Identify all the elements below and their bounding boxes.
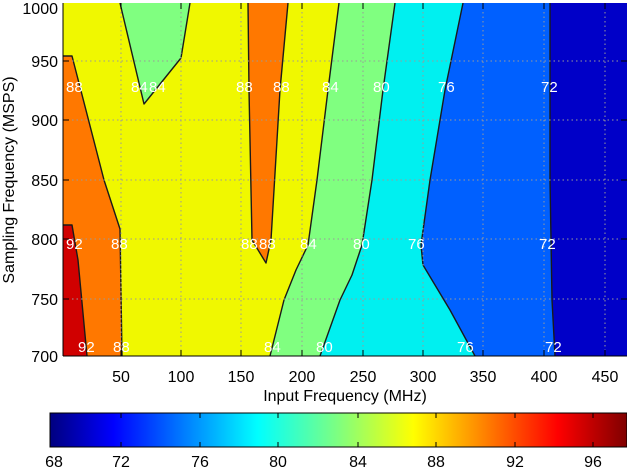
contour-line-80 (319, 3, 396, 356)
contour-label: 72 (541, 79, 558, 96)
contour-label: 92 (66, 236, 83, 253)
axes-frame (62, 3, 627, 357)
contour-label: 80 (316, 339, 333, 356)
contour-label: 72 (539, 236, 556, 253)
contour-line-76 (420, 3, 476, 356)
colorbar-tick-label: 72 (112, 454, 130, 469)
colorbar-gradient (49, 412, 627, 448)
contour-label: 84 (300, 236, 317, 253)
y-tick-label: 850 (31, 173, 58, 190)
colorbar-tick-label: 84 (349, 454, 367, 469)
x-tick-label: 50 (112, 369, 130, 386)
colorbar: 68 72 76 80 84 88 92 96 (45, 412, 627, 469)
y-tick-label: 950 (31, 54, 58, 71)
contour-label: 76 (438, 79, 455, 96)
y-tick-label: 700 (31, 349, 58, 366)
x-tick-label: 100 (168, 369, 195, 386)
x-tick-label: 150 (228, 369, 255, 386)
x-tick-label: 250 (350, 369, 377, 386)
y-tick-label: 1000 (22, 1, 58, 18)
contour-line-88-strip (247, 3, 289, 264)
contour-label: 92 (78, 339, 95, 356)
contour-label: 80 (373, 79, 390, 96)
y-tick-label: 800 (31, 232, 58, 249)
grid (63, 3, 627, 356)
x-tick-label: 200 (289, 369, 316, 386)
contour-label: 88 (241, 236, 258, 253)
plot-area: 88 84 84 88 88 84 80 76 72 92 88 88 88 8… (63, 3, 627, 356)
y-axis-title: Sampling Frequency (MSPS) (1, 76, 18, 283)
contour-labels: 88 84 84 88 88 84 80 76 72 92 88 88 88 8… (66, 79, 562, 356)
contour-label: 88 (236, 79, 253, 96)
x-tick-label: 350 (470, 369, 497, 386)
colorbar-tick-label: 68 (45, 454, 63, 469)
contour-label: 72 (545, 339, 562, 356)
colorbar-tick-label: 80 (269, 454, 287, 469)
contour-label: 84 (149, 79, 166, 96)
y-tick-label: 750 (31, 292, 58, 309)
x-tick-labels: 50 100 150 200 250 300 350 400 450 (112, 369, 618, 386)
contour-label: 88 (113, 339, 130, 356)
y-tick-label: 900 (31, 113, 58, 130)
colorbar-tick-label: 96 (584, 454, 602, 469)
contour-label: 84 (322, 79, 339, 96)
contour-label: 76 (408, 236, 425, 253)
contour-label: 84 (264, 339, 281, 356)
region-88-92-strip (248, 3, 288, 263)
region-above-92 (63, 225, 87, 356)
colorbar-tick-label: 76 (191, 454, 209, 469)
colorbar-tick-label: 92 (506, 454, 524, 469)
contour-label: 80 (353, 236, 370, 253)
contour-label: 76 (457, 339, 474, 356)
contour-label: 88 (273, 79, 290, 96)
x-tick-label: 300 (410, 369, 437, 386)
x-axis-title: Input Frequency (MHz) (263, 388, 427, 405)
contour-line-84-island (119, 3, 191, 105)
y-tick-labels: 1000 950 900 850 800 750 700 (22, 1, 58, 366)
x-tick-label: 450 (592, 369, 619, 386)
contour-label: 84 (131, 79, 148, 96)
contour-line-84 (269, 3, 340, 356)
colorbar-tick-label: 88 (427, 454, 445, 469)
contour-line-92 (63, 224, 88, 356)
x-tick-label: 400 (531, 369, 558, 386)
contour-label: 88 (259, 236, 276, 253)
contour-label: 88 (111, 236, 128, 253)
region-80-84-island (120, 3, 190, 104)
contour-label: 88 (66, 79, 83, 96)
